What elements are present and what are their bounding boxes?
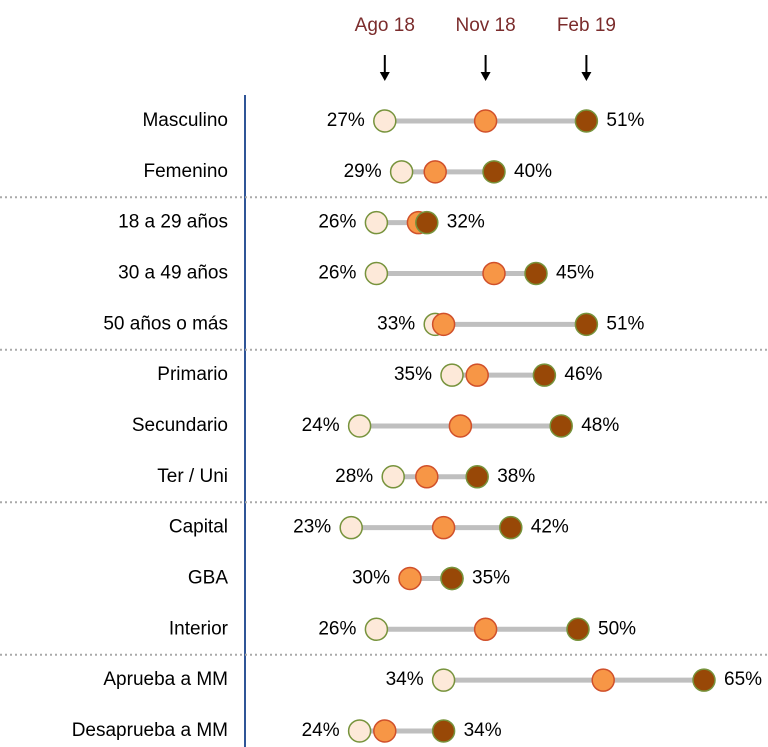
dot xyxy=(574,109,599,133)
value-label: 65% xyxy=(724,669,762,690)
dot xyxy=(398,566,422,591)
dot xyxy=(431,719,456,743)
value-label: 28% xyxy=(335,466,373,487)
value-label: 26% xyxy=(318,618,356,639)
value-label: 33% xyxy=(377,313,415,334)
dot xyxy=(415,210,439,235)
value-label: 45% xyxy=(556,263,594,284)
value-label: 29% xyxy=(344,161,382,182)
dot xyxy=(499,515,523,540)
value-label: 35% xyxy=(472,567,510,588)
dot xyxy=(482,160,506,184)
dot xyxy=(473,109,498,133)
value-label: 24% xyxy=(302,415,340,436)
category-label: Capital xyxy=(169,517,228,538)
dot xyxy=(364,261,389,286)
category-label: Primario xyxy=(157,364,228,385)
dot xyxy=(389,160,414,184)
value-label: 46% xyxy=(564,364,602,385)
category-label: 50 años o más xyxy=(103,313,228,334)
category-label: GBA xyxy=(188,567,228,588)
value-label: 50% xyxy=(598,618,636,639)
dot xyxy=(440,363,464,387)
dot xyxy=(566,617,590,642)
arrow-head xyxy=(480,72,491,81)
value-label: 34% xyxy=(386,669,424,690)
dot xyxy=(381,465,405,489)
dot xyxy=(549,414,573,438)
category-label: 18 a 29 años xyxy=(118,212,228,233)
value-label: 27% xyxy=(327,110,365,131)
dot xyxy=(347,719,372,743)
dot xyxy=(448,414,473,438)
category-label: Interior xyxy=(169,618,229,639)
dot xyxy=(465,363,489,387)
dot xyxy=(364,210,389,235)
dot xyxy=(347,414,372,438)
dot xyxy=(574,312,599,337)
value-label: 35% xyxy=(394,364,432,385)
dot xyxy=(415,465,439,489)
dot xyxy=(373,719,397,743)
category-label: Masculino xyxy=(142,110,228,131)
dot xyxy=(473,617,498,642)
series-header: Feb 19 xyxy=(557,15,616,36)
category-label: Secundario xyxy=(132,415,228,436)
category-label: Aprueba a MM xyxy=(103,669,228,690)
value-label: 23% xyxy=(293,517,331,538)
value-label: 42% xyxy=(531,517,569,538)
category-label: Ter / Uni xyxy=(157,466,228,487)
value-label: 24% xyxy=(302,720,340,741)
value-label: 34% xyxy=(464,720,502,741)
arrow-head xyxy=(581,72,592,81)
value-label: 38% xyxy=(497,466,535,487)
series-header: Ago 18 xyxy=(355,15,415,36)
value-label: 48% xyxy=(581,415,619,436)
dot xyxy=(423,160,447,184)
dot xyxy=(692,668,716,692)
dot xyxy=(364,617,389,642)
dot xyxy=(431,668,456,692)
dot xyxy=(431,515,456,540)
dot xyxy=(482,261,506,286)
dot xyxy=(591,668,615,692)
dot xyxy=(373,109,397,133)
dot xyxy=(465,465,489,489)
value-label: 30% xyxy=(352,567,390,588)
dot xyxy=(339,515,363,540)
dot xyxy=(440,566,464,591)
category-label: Femenino xyxy=(144,161,229,182)
value-label: 32% xyxy=(447,212,485,233)
value-label: 26% xyxy=(318,263,356,284)
dot xyxy=(431,312,456,337)
value-label: 26% xyxy=(318,212,356,233)
value-label: 40% xyxy=(514,161,552,182)
series-header: Nov 18 xyxy=(455,15,515,36)
dot xyxy=(524,261,548,286)
arrow-head xyxy=(379,72,390,81)
category-label: 30 a 49 años xyxy=(118,263,228,284)
category-label: Desaprueba a MM xyxy=(72,720,228,741)
value-label: 51% xyxy=(606,313,644,334)
value-label: 51% xyxy=(606,110,644,131)
dot xyxy=(532,363,557,387)
